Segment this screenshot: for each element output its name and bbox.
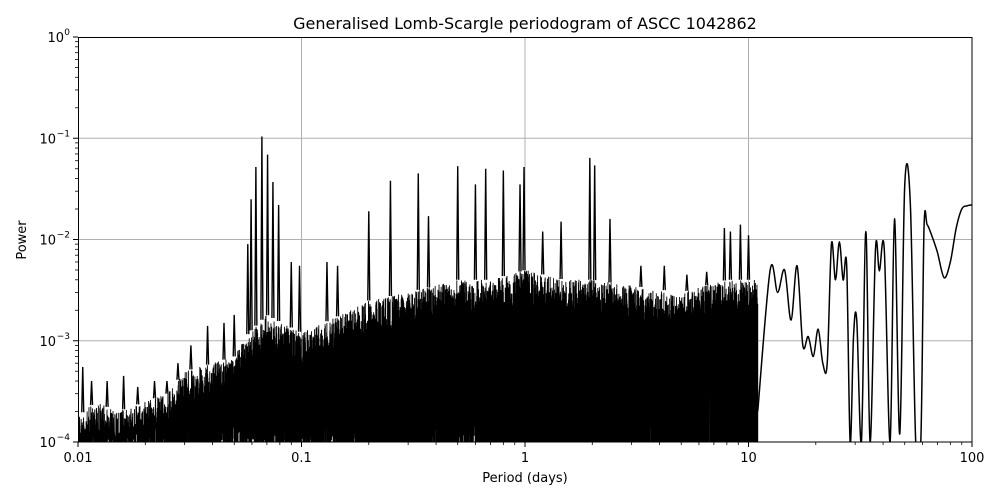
x-tick-label: 10 xyxy=(740,451,757,466)
y-tick-exponent: −3 xyxy=(57,332,70,342)
y-tick-exponent: −4 xyxy=(57,433,71,443)
x-axis-label: Period (days) xyxy=(482,471,568,486)
x-tick-label: 0.01 xyxy=(64,451,93,466)
periodogram-tail xyxy=(757,162,972,442)
y-tick-label: 10 xyxy=(47,31,64,46)
periodogram-peaks xyxy=(81,136,751,413)
y-tick-label: 10 xyxy=(39,436,56,451)
noise-floor xyxy=(78,270,759,442)
y-tick-label: 10 xyxy=(39,234,56,249)
y-tick-label: 10 xyxy=(39,335,56,350)
y-tick-exponent: 0 xyxy=(64,28,70,38)
x-axis-ticks: 0.01 0.1 1 10 100 xyxy=(64,442,985,466)
x-tick-label: 1 xyxy=(521,451,529,466)
x-tick-label: 0.1 xyxy=(291,451,312,466)
y-tick-exponent: −2 xyxy=(57,231,70,241)
y-tick-exponent: −1 xyxy=(57,129,70,139)
y-axis-label: Power xyxy=(15,220,30,260)
y-tick-label: 10 xyxy=(39,132,56,147)
chart-title: Generalised Lomb-Scargle periodogram of … xyxy=(293,14,757,33)
periodogram-line xyxy=(78,136,972,442)
x-tick-label: 100 xyxy=(960,451,985,466)
